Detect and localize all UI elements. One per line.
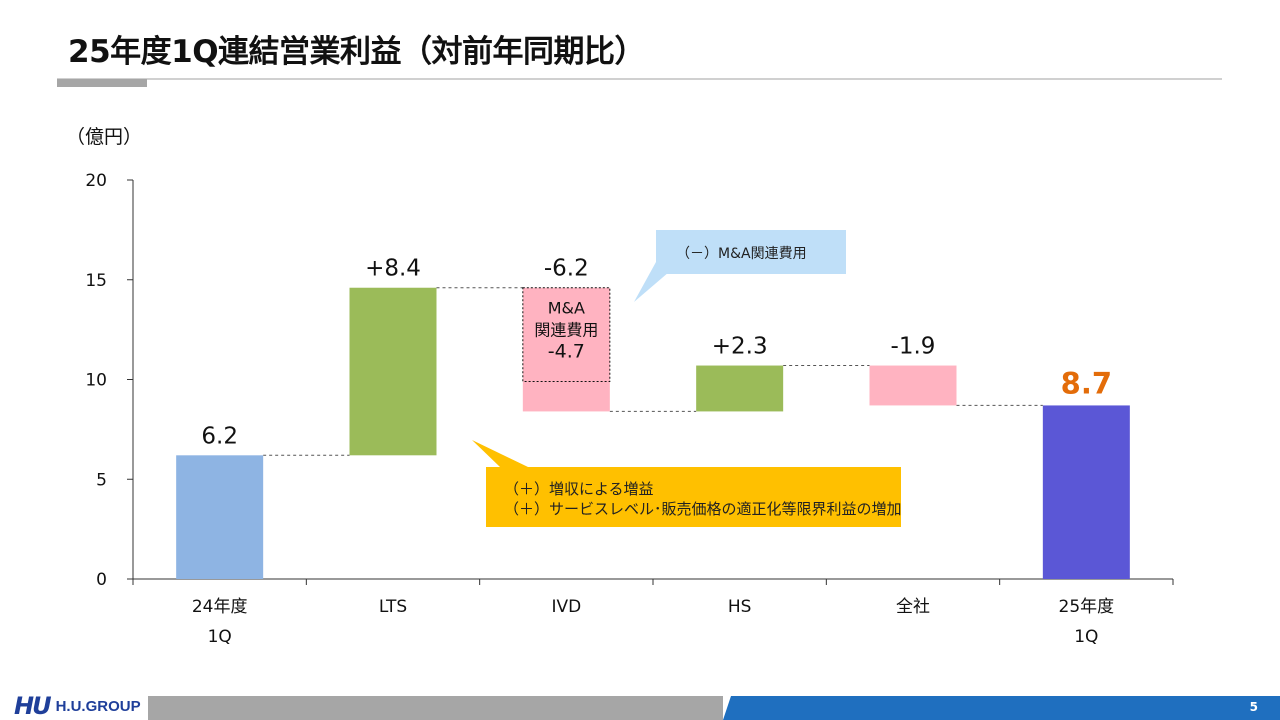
bar-value-label: +2.3 [712, 334, 768, 360]
bar-negative [522, 287, 610, 412]
bar-positive [349, 287, 437, 456]
company-logo: HU H.U.GROUP [14, 692, 141, 720]
y-tick-label: 10 [85, 371, 107, 391]
x-category-label: HS [728, 597, 752, 617]
y-tick-label: 0 [96, 570, 107, 590]
revenue-callout-pointer [472, 440, 528, 467]
y-tick-label: 5 [96, 470, 107, 490]
revenue-callout-line-1: （＋）増収による増益 [504, 480, 654, 498]
bar-positive [696, 365, 784, 412]
footer-gray-strip [148, 696, 723, 720]
x-category-label: IVD [551, 597, 581, 617]
x-category-label: 全社 [896, 597, 930, 617]
bar-result [1042, 405, 1130, 579]
bar-value-label: -1.9 [891, 334, 936, 360]
y-tick-label: 15 [85, 271, 107, 291]
bar-value-label: +8.4 [365, 256, 421, 282]
title-accent-bar [57, 79, 147, 87]
x-category-label: 25年度 [1059, 597, 1115, 617]
x-category-label: LTS [379, 597, 407, 617]
bar-value-label: 8.7 [1061, 366, 1112, 400]
page-title: 25年度1Q連結営業利益（対前年同期比） [68, 34, 646, 70]
ma-breakdown-label: 関連費用 [534, 321, 598, 340]
bar-value-label: 6.2 [201, 423, 238, 449]
footer-band: 5 [148, 696, 1280, 720]
bar-value-label: -6.2 [544, 256, 589, 282]
x-category-label: 1Q [208, 627, 232, 647]
logo-mark: HU [14, 692, 52, 720]
footer-blue-strip: 5 [723, 696, 1280, 720]
x-category-label: 24年度 [192, 597, 248, 617]
ma-breakdown-label: M&A [548, 299, 585, 318]
ma-breakdown-label: -4.7 [548, 341, 585, 363]
revenue-callout-line-2: （＋）サービスレベル･販売価格の適正化等限界利益の増加 [504, 500, 902, 518]
bar-negative [869, 365, 957, 406]
unit-label: （億円） [66, 126, 143, 148]
page-number: 5 [1249, 700, 1258, 714]
logo-text: H.U.GROUP [55, 697, 141, 715]
ma-costs-callout: （－）M&A関連費用 [656, 230, 846, 274]
x-category-label: 1Q [1074, 627, 1098, 647]
title-divider [57, 78, 1222, 80]
revenue-callout: （＋）増収による増益 （＋）サービスレベル･販売価格の適正化等限界利益の増加 [486, 467, 902, 527]
bar-base [176, 455, 264, 579]
y-tick-label: 20 [85, 171, 107, 191]
ma-breakdown-box [522, 287, 611, 382]
